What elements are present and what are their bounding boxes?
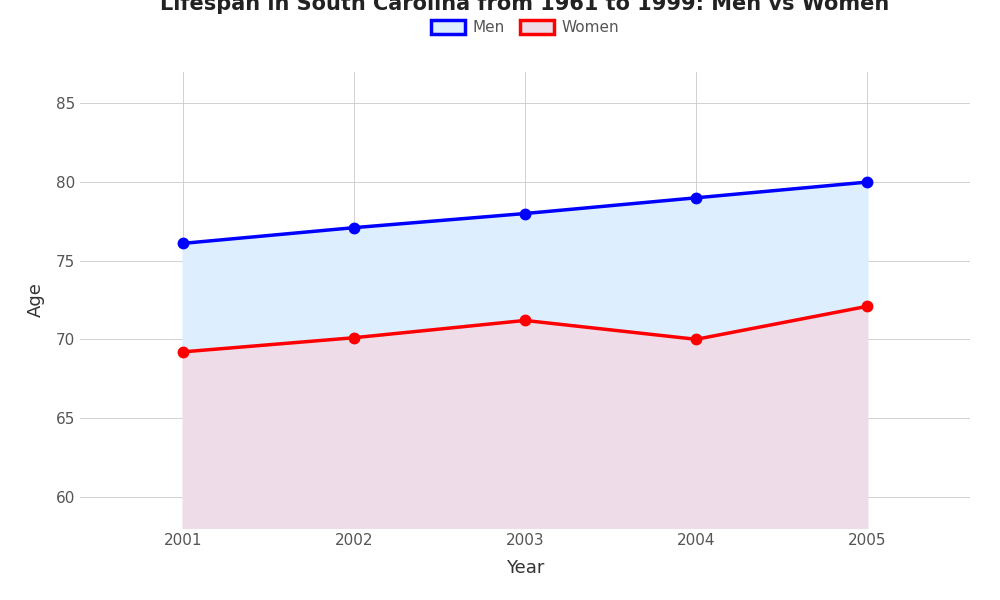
Y-axis label: Age: Age <box>27 283 45 317</box>
Title: Lifespan in South Carolina from 1961 to 1999: Men vs Women: Lifespan in South Carolina from 1961 to … <box>160 0 890 13</box>
X-axis label: Year: Year <box>506 559 544 577</box>
Legend: Men, Women: Men, Women <box>431 20 619 35</box>
